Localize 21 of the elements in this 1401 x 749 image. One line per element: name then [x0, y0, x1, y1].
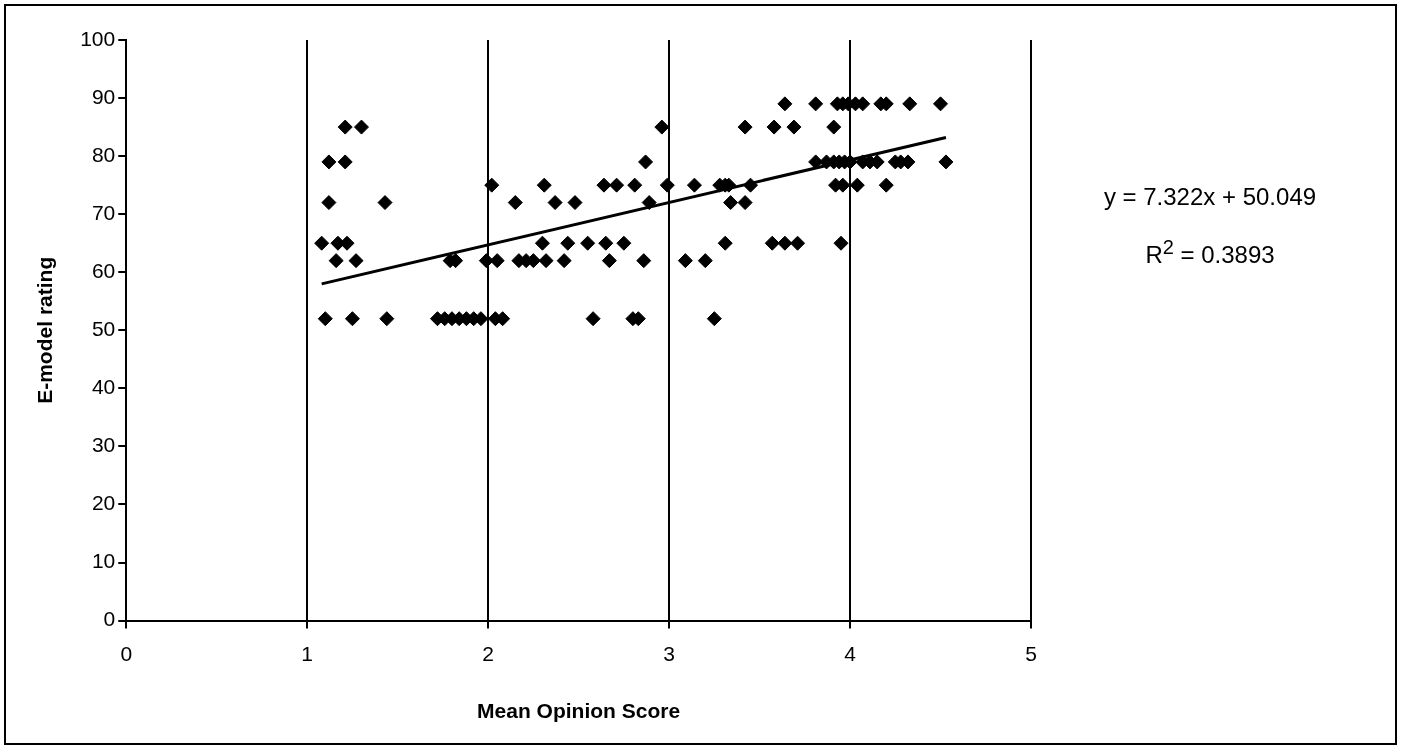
y-tick-label: 80	[91, 142, 116, 166]
x-tick-label: 5	[1025, 642, 1037, 665]
x-tick-label: 1	[301, 642, 314, 665]
x-tick-label: 2	[482, 642, 494, 665]
x-axis-title: Mean Opinion Score	[477, 699, 681, 723]
y-tick-label: 100	[80, 26, 116, 50]
y-tick-label: 30	[91, 433, 116, 457]
x-tick-label: 4	[844, 642, 857, 665]
y-tick-label: 60	[91, 259, 116, 283]
y-tick-label: 40	[91, 375, 116, 399]
y-tick-label: 90	[91, 84, 116, 108]
text: y = 7.322x + 50.049	[1102, 182, 1318, 212]
y-tick-label: 50	[91, 317, 116, 341]
x-tick-label: 0	[120, 642, 133, 665]
y-tick-label: 0	[103, 607, 116, 631]
y-tick-label: 70	[91, 200, 116, 224]
y-tick-label: 20	[91, 491, 116, 515]
x-tick-label: 3	[663, 642, 675, 665]
y-tick-label: 10	[91, 549, 116, 573]
text: R$^{2}$ = 0.3893	[1144, 235, 1276, 270]
y-axis-title: E-model rating	[33, 256, 57, 404]
